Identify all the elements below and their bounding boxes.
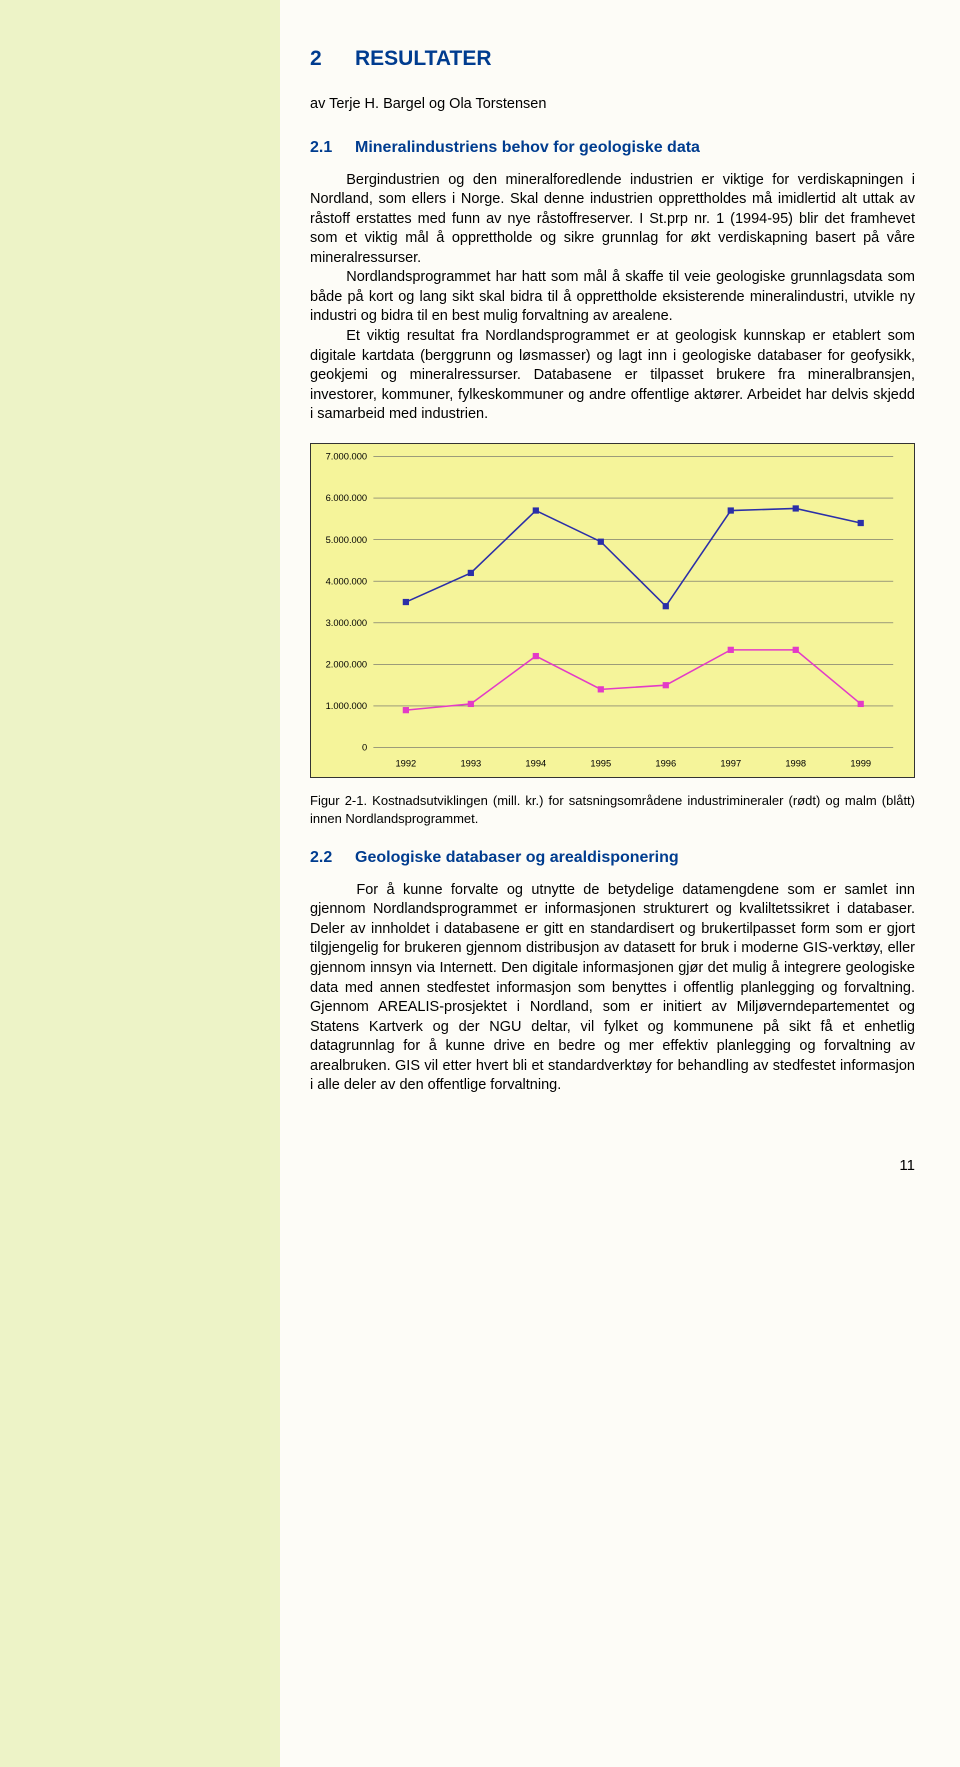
heading-2-1-number: 2.1	[310, 137, 355, 159]
svg-text:1997: 1997	[720, 758, 741, 768]
svg-text:3.000.000: 3.000.000	[326, 618, 368, 628]
paragraph-2: Nordlandsprogrammet har hatt som mål å s…	[310, 268, 915, 327]
chart-caption: Figur 2-1. Kostnadsutviklingen (mill. kr…	[310, 792, 915, 827]
heading-2-1-title: Mineralindustriens behov for geologiske …	[355, 139, 700, 156]
svg-text:1995: 1995	[590, 758, 611, 768]
svg-text:1999: 1999	[850, 758, 871, 768]
paragraph-3: Et viktig resultat fra Nordlandsprogramm…	[310, 327, 915, 425]
page-number: 11	[310, 1156, 915, 1176]
svg-text:2.000.000: 2.000.000	[326, 659, 368, 669]
svg-text:4.000.000: 4.000.000	[326, 576, 368, 586]
cost-chart: 0 1.000.000 2.000.000 3.000.000 4.000.000 5.0…	[310, 443, 915, 778]
heading-2-2-title: Geologiske databaser og arealdisponering	[355, 849, 679, 866]
heading-2-2-number: 2.2	[310, 847, 355, 869]
svg-text:5.000.000: 5.000.000	[326, 535, 368, 545]
svg-text:1992: 1992	[395, 758, 416, 768]
paragraph-1: Bergindustrien og den mineralforedlende …	[310, 171, 915, 269]
byline: av Terje H. Bargel og Ola Torstensen	[310, 95, 915, 115]
heading-1: 2RESULTATER	[310, 45, 915, 73]
paragraph-4: For å kunne forvalte og utnytte de betyd…	[310, 881, 915, 1096]
svg-text:1996: 1996	[655, 758, 676, 768]
sidebar-margin	[0, 0, 280, 1767]
heading-1-title: RESULTATER	[355, 47, 492, 70]
heading-2-1: 2.1Mineralindustriens behov for geologis…	[310, 137, 915, 159]
heading-1-number: 2	[310, 45, 355, 73]
svg-text:6.000.000: 6.000.000	[326, 493, 368, 503]
page-content: 2RESULTATER av Terje H. Bargel og Ola To…	[280, 0, 960, 1767]
svg-text:1.000.000: 1.000.000	[326, 701, 368, 711]
chart-block: 0 1.000.000 2.000.000 3.000.000 4.000.000 5.0…	[310, 443, 915, 784]
svg-text:1994: 1994	[525, 758, 546, 768]
svg-text:1998: 1998	[785, 758, 806, 768]
heading-2-2: 2.2Geologiske databaser og arealdisponer…	[310, 847, 915, 869]
svg-text:0: 0	[362, 743, 367, 753]
svg-text:7.000.000: 7.000.000	[326, 451, 368, 461]
svg-text:1993: 1993	[460, 758, 481, 768]
